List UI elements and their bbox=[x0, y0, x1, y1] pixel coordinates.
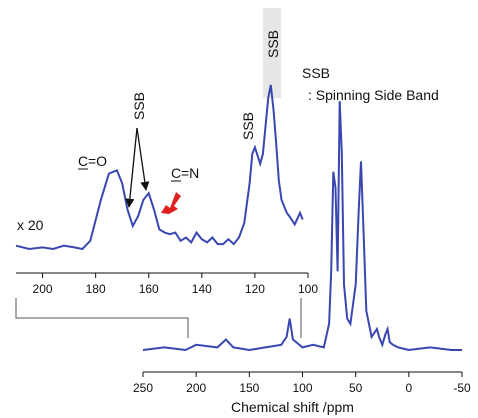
cn-label-c: C bbox=[171, 165, 181, 181]
ssb-label-2: SSB bbox=[240, 112, 256, 140]
cn-red-arrow bbox=[161, 192, 181, 214]
main-tick-label: 150 bbox=[239, 381, 259, 395]
inset-spectrum-line bbox=[15, 84, 304, 251]
co-label-suffix: =O bbox=[88, 153, 107, 169]
ssb-arrow-left bbox=[125, 127, 138, 208]
main-tick-label: 250 bbox=[133, 381, 153, 395]
scale-factor-label: x 20 bbox=[17, 217, 44, 233]
ssb-highlight bbox=[263, 8, 281, 98]
main-tick-label: 50 bbox=[349, 381, 363, 395]
inset-tick-label: 120 bbox=[245, 282, 265, 296]
legend-definition: : Spinning Side Band bbox=[308, 87, 439, 103]
main-tick-label: -50 bbox=[453, 381, 471, 395]
cn-label-suffix: =N bbox=[181, 165, 199, 181]
ssb-label-1: SSB bbox=[131, 92, 147, 120]
main-x-axis: 250 200 150 100 50 0 -50 bbox=[133, 371, 471, 395]
inset-tick-label: 160 bbox=[139, 282, 159, 296]
zoom-bracket bbox=[15, 298, 189, 338]
inset-tick-label: 200 bbox=[33, 282, 53, 296]
x-axis-title: Chemical shift /ppm bbox=[231, 399, 354, 415]
inset-tick-label: 100 bbox=[298, 282, 318, 296]
main-tick-label: 0 bbox=[405, 381, 412, 395]
inset-tick-label: 140 bbox=[192, 282, 212, 296]
inset-tick-label: 180 bbox=[86, 282, 106, 296]
inset-x-axis: 200 180 160 140 120 100 bbox=[16, 272, 318, 296]
ssb-label-3: SSB bbox=[265, 30, 281, 58]
main-tick-label: 100 bbox=[292, 381, 312, 395]
main-spectrum-line bbox=[142, 101, 462, 352]
main-tick-label: 200 bbox=[186, 381, 206, 395]
legend-ssb: SSB bbox=[302, 65, 330, 81]
co-label-c: C bbox=[78, 153, 88, 169]
ssb-arrow-right bbox=[136, 127, 150, 191]
